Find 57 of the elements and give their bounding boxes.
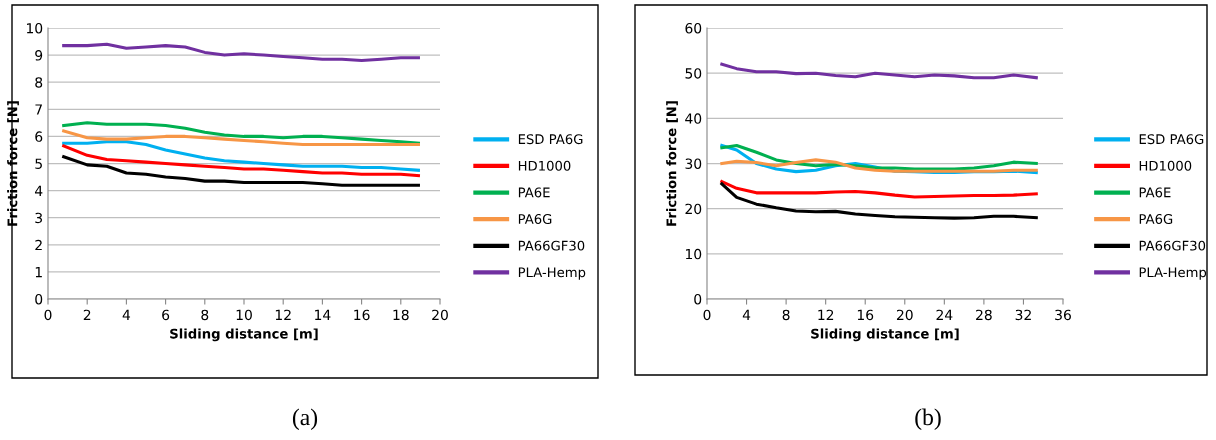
y-tick-label: 2	[35, 239, 42, 251]
y-tick-label: 7	[35, 104, 42, 115]
x-tick-label: 8	[201, 309, 209, 321]
y-tick-label: 1	[35, 267, 42, 278]
legend-label: ESD PA6G	[1139, 134, 1204, 145]
y-tick-label: 8	[35, 77, 43, 88]
text: (a)	[292, 408, 318, 431]
y-tick-label: 10	[26, 22, 43, 34]
y-tick-label: 3	[35, 212, 43, 224]
y-tick-label: 40	[685, 113, 702, 124]
y-tick-label: 0	[694, 293, 702, 305]
x-tick-label: 6	[162, 309, 170, 321]
x-tick-label: 16	[857, 309, 874, 321]
legend-label: PA6G	[1139, 214, 1173, 224]
x-tick-label: 36	[1055, 309, 1071, 321]
x-tick-label: 24	[936, 309, 953, 320]
legend-label: PA6E	[518, 187, 550, 198]
y-axis-title: Friction force [N]	[7, 101, 19, 226]
x-tick-label: 18	[393, 309, 409, 321]
x-tick-label: 20	[896, 309, 913, 321]
legend-label: PLA-Hemp	[1139, 267, 1207, 280]
legend-label: PA6E	[1139, 187, 1171, 198]
text: (b)	[915, 408, 941, 431]
x-tick-label: 4	[742, 309, 751, 320]
legend-label: PA66GF30	[1139, 240, 1206, 251]
legend-label: HD1000	[518, 160, 571, 171]
y-tick-label: 10	[685, 248, 702, 260]
legend-label: PLA-Hemp	[518, 267, 586, 280]
x-tick-label: 0	[44, 309, 52, 321]
x-tick-label: 2	[83, 309, 91, 320]
x-axis-title: Sliding distance [m]	[170, 328, 318, 342]
x-tick-label: 14	[315, 309, 331, 320]
y-tick-label: 6	[35, 131, 43, 142]
x-tick-label: 8	[782, 309, 790, 321]
legend-label: PA66GF30	[518, 240, 585, 251]
y-tick-label: 60	[685, 22, 702, 34]
x-tick-label: 10	[236, 309, 252, 321]
x-tick-label: 4	[122, 309, 131, 320]
x-tick-label: 12	[275, 309, 291, 320]
x-tick-label: 28	[976, 309, 992, 321]
x-axis-title: Sliding distance [m]	[811, 328, 959, 342]
y-axis-title: Friction force [N]	[666, 101, 678, 226]
y-tick-label: 5	[35, 158, 42, 169]
x-tick-label: 20	[432, 309, 448, 321]
y-tick-label: 9	[35, 50, 43, 61]
legend-label: ESD PA6G	[518, 134, 583, 145]
y-tick-label: 30	[685, 158, 702, 169]
y-tick-label: 50	[685, 68, 702, 79]
x-tick-label: 16	[354, 309, 370, 321]
legend-label: HD1000	[1139, 160, 1192, 171]
legend-label: PA6G	[518, 214, 552, 224]
y-tick-label: 20	[685, 203, 702, 215]
x-tick-label: 32	[1015, 309, 1031, 321]
x-tick-label: 0	[703, 309, 711, 321]
y-tick-label: 4	[34, 185, 43, 196]
y-tick-label: 0	[35, 293, 43, 305]
x-tick-label: 12	[818, 309, 834, 320]
